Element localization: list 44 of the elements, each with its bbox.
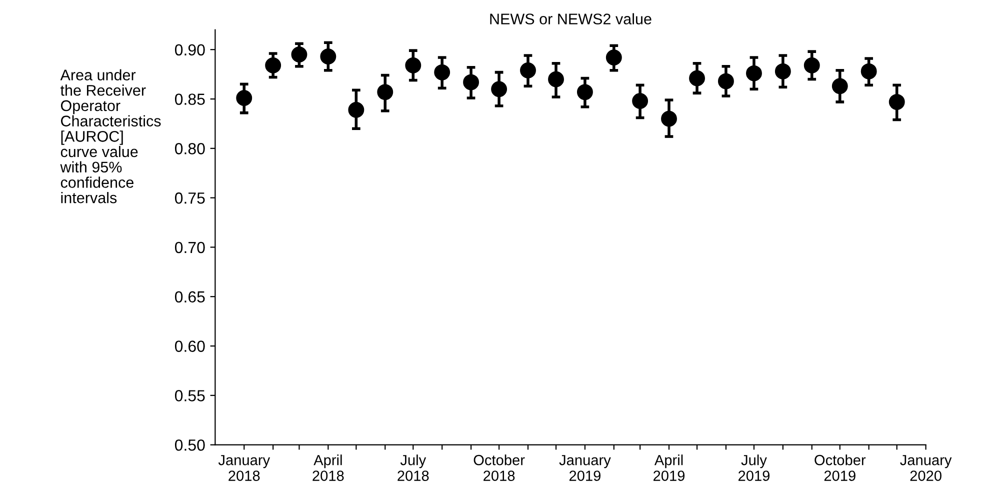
x-tick-label: January 2019: [559, 455, 611, 481]
y-tick-label: 0.70: [174, 242, 205, 254]
y-tick-label: 0.65: [174, 291, 205, 303]
point: [348, 102, 364, 118]
point: [746, 65, 762, 82]
x-tick-label: July 2019: [738, 454, 770, 481]
y-tick-label: 0.85: [174, 94, 205, 105]
point: [576, 84, 593, 100]
x-tick-label: October 2019: [814, 454, 866, 481]
point: [632, 92, 648, 109]
point: [236, 90, 252, 106]
y-tick-label: 0.90: [174, 44, 205, 56]
x-tick-label: July 2018: [398, 454, 429, 481]
point: [520, 62, 536, 78]
chart-title: NEWS or NEWS2 value: [490, 13, 652, 24]
point: [291, 46, 308, 62]
point: [860, 63, 877, 80]
point: [661, 110, 677, 127]
point: [804, 57, 820, 74]
point: [548, 71, 564, 88]
point: [689, 70, 705, 86]
x-tick-label: January 2018: [218, 455, 270, 481]
point: [888, 94, 905, 110]
y-tick-label: 0.60: [174, 340, 205, 352]
x-tick-label: April 2019: [654, 454, 685, 481]
text: Area under the Receiver Operator Characteristics [AUROC] curve value with 95% confidence intervals: [60, 69, 161, 204]
y-tick-label: 0.75: [174, 192, 205, 204]
point: [434, 64, 450, 80]
x-tick-label: October 2018: [474, 454, 525, 481]
point: [606, 50, 622, 66]
point: [405, 57, 422, 74]
x-tick-label: January 2020: [900, 455, 952, 481]
point: [320, 48, 336, 64]
y-tick-label: 0.80: [174, 143, 205, 154]
x-tick-label: April 2018: [312, 454, 344, 481]
point: [832, 78, 848, 94]
point: [491, 81, 508, 98]
y-tick-label: 0.50: [174, 439, 205, 451]
point: [774, 63, 791, 80]
point: [718, 73, 734, 90]
point: [265, 57, 282, 74]
point: [377, 84, 394, 100]
point: [463, 74, 480, 90]
y-tick-label: 0.55: [174, 390, 205, 402]
